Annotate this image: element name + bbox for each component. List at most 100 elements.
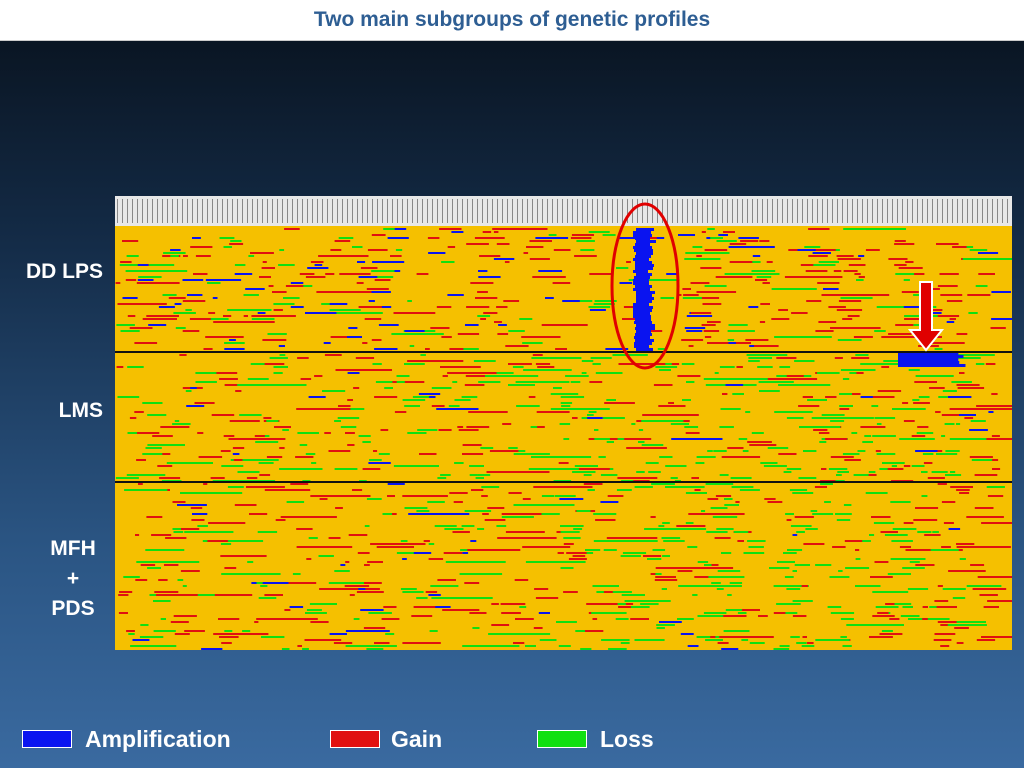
heatmap-cell xyxy=(541,513,560,515)
heatmap-cell xyxy=(461,525,475,527)
heatmap-cell xyxy=(233,459,243,461)
header-tick xyxy=(702,199,703,223)
heatmap-cell xyxy=(460,348,479,350)
heatmap-cell xyxy=(375,381,393,383)
heatmap-cell xyxy=(189,318,214,320)
heatmap-cell xyxy=(933,639,952,641)
heatmap-cell xyxy=(340,564,346,566)
heatmap-cell xyxy=(305,453,316,455)
heatmap-cell xyxy=(956,543,975,545)
heatmap-cell xyxy=(915,564,935,566)
heatmap-cell xyxy=(533,486,593,488)
heatmap-cell xyxy=(864,435,872,437)
heatmap-cell xyxy=(815,639,850,641)
header-tick xyxy=(742,199,743,223)
heatmap-cell xyxy=(988,411,994,413)
heatmap-cell xyxy=(165,489,170,491)
heatmap-cell xyxy=(880,531,898,533)
heatmap-cell xyxy=(568,558,587,560)
heatmap-cell xyxy=(991,318,1012,320)
heatmap-cell xyxy=(453,501,463,503)
heatmap-cell xyxy=(349,594,355,596)
heatmap-cell xyxy=(562,357,582,359)
heatmap-cell xyxy=(438,429,452,431)
heatmap-cell xyxy=(228,438,286,440)
header-tick xyxy=(717,199,718,223)
heatmap-cell xyxy=(593,540,658,542)
heatmap-cell xyxy=(408,513,470,515)
header-tick xyxy=(412,199,413,223)
heatmap-cell xyxy=(515,618,534,620)
heatmap-cell xyxy=(256,618,318,620)
heatmap-cell xyxy=(526,246,544,248)
heatmap-cell xyxy=(805,528,818,530)
heatmap-cell xyxy=(686,315,713,317)
heatmap-cell xyxy=(193,273,208,275)
heatmap-cell xyxy=(491,624,510,626)
heatmap-cell xyxy=(262,339,287,341)
heatmap-cell xyxy=(723,231,735,233)
heatmap-cell xyxy=(942,390,957,392)
header-tick xyxy=(737,199,738,223)
heatmap-cell xyxy=(633,306,653,309)
heatmap-cell xyxy=(975,363,985,365)
heatmap-cell xyxy=(501,516,534,518)
heatmap-cell xyxy=(714,567,734,569)
heatmap-cell xyxy=(593,303,615,305)
header-tick xyxy=(197,199,198,223)
heatmap-cell xyxy=(147,444,166,446)
heatmap-cell xyxy=(694,489,701,491)
heatmap-cell xyxy=(946,300,963,302)
header-tick xyxy=(977,199,978,223)
heatmap-cell xyxy=(371,339,382,341)
heatmap-cell xyxy=(665,465,687,467)
heatmap-cell xyxy=(364,582,382,584)
heatmap-cell xyxy=(352,246,363,248)
heatmap-cell xyxy=(947,396,972,398)
heatmap-cell xyxy=(898,352,959,355)
heatmap-cell xyxy=(419,453,437,455)
heatmap-cell xyxy=(413,606,436,608)
heatmap-cell xyxy=(152,435,173,437)
heatmap-cell xyxy=(347,399,353,401)
heatmap-cell xyxy=(487,507,505,509)
heatmap-cell xyxy=(946,321,955,323)
header-tick xyxy=(942,199,943,223)
header-tick xyxy=(952,199,953,223)
heatmap-cell xyxy=(173,531,184,533)
heatmap-cell xyxy=(830,612,855,614)
heatmap-cell xyxy=(142,402,163,404)
heatmap-cell xyxy=(246,486,285,488)
heatmap-cell xyxy=(716,528,734,530)
heatmap-cell xyxy=(179,354,187,356)
heatmap-cell xyxy=(714,303,721,305)
heatmap-cell xyxy=(778,309,788,311)
highlight-arrow xyxy=(907,281,945,352)
heatmap-cell xyxy=(930,549,953,551)
heatmap-cell xyxy=(736,366,743,368)
heatmap-cell xyxy=(833,270,842,272)
heatmap-cell xyxy=(508,363,532,365)
heatmap-cell xyxy=(531,357,545,359)
heatmap-cell xyxy=(942,588,966,590)
heatmap-cell xyxy=(344,585,370,587)
heatmap-cell xyxy=(430,327,450,329)
header-tick xyxy=(187,199,188,223)
heatmap-cell xyxy=(865,249,880,251)
heatmap-cell xyxy=(922,606,928,608)
heatmap-cell xyxy=(716,588,724,590)
heatmap-cell xyxy=(172,528,181,530)
header-tick xyxy=(117,199,118,223)
heatmap-cell xyxy=(634,639,665,641)
heatmap-cell xyxy=(257,312,266,314)
heatmap-cell xyxy=(264,363,285,365)
heatmap-cell xyxy=(939,273,959,275)
heatmap-cell xyxy=(898,364,966,367)
heatmap-cell xyxy=(594,429,599,431)
header-tick xyxy=(927,199,928,223)
heatmap-cell xyxy=(159,477,181,479)
heatmap-cell xyxy=(840,636,847,638)
heatmap-cell xyxy=(700,267,722,269)
header-tick xyxy=(422,199,423,223)
heatmap-cell xyxy=(219,237,235,239)
